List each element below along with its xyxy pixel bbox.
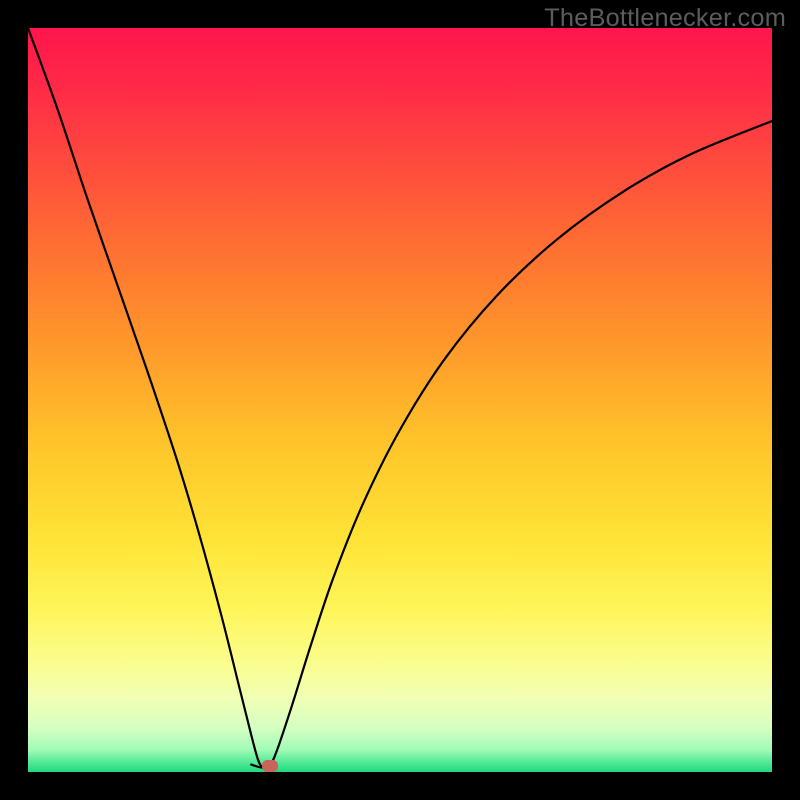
plot-area	[28, 28, 772, 772]
watermark-text: TheBottlenecker.com	[544, 4, 786, 33]
minimum-marker	[262, 760, 278, 772]
bottleneck-curve	[28, 28, 772, 772]
curve-right-branch	[270, 121, 772, 768]
curve-left-branch	[28, 28, 262, 768]
